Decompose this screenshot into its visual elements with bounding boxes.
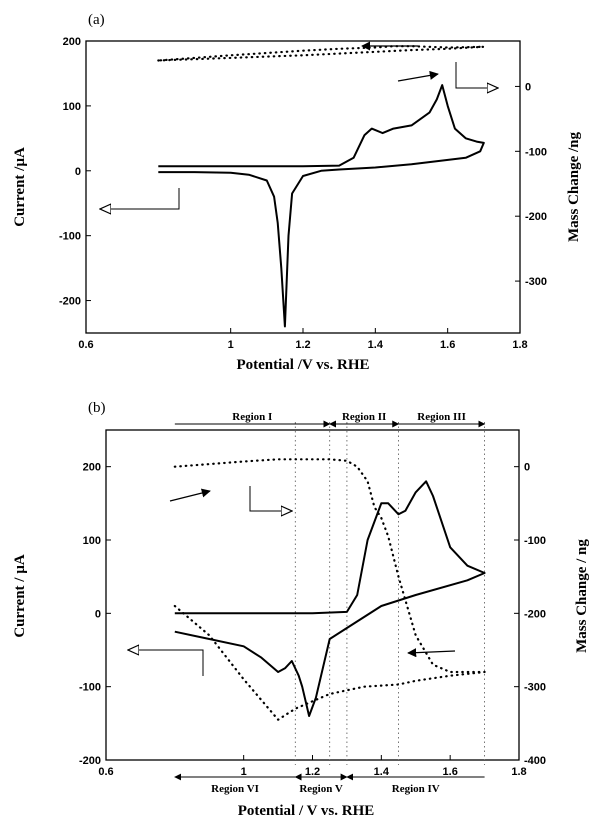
- y2-tick-label: -300: [525, 276, 547, 288]
- panel-b-series: [173, 458, 486, 721]
- x-tick-label: 1.4: [368, 339, 384, 351]
- x-tick-label: 1.4: [374, 766, 390, 778]
- panel-b-y2-ticks: 0 -100 -200 -300 -400: [514, 462, 546, 767]
- y2-tick-label: -400: [524, 755, 546, 767]
- y2-tick-label: 0: [524, 462, 530, 474]
- panel-b-x-axis-label: Potential / V vs. RHE: [238, 803, 375, 819]
- panel-b-x-ticks: 0.6 1 1.2 1.4 1.6 1.8: [98, 755, 527, 778]
- x-tick-label: 1.8: [512, 339, 527, 351]
- x-tick-label: 0.6: [98, 766, 113, 778]
- region-label: Region V: [299, 783, 343, 795]
- x-tick-label: 1.2: [295, 339, 310, 351]
- current-curve: [158, 84, 485, 328]
- mass-change-curve: [173, 458, 486, 721]
- y-tick-label: -100: [79, 682, 101, 694]
- panel-b-plot-frame: [105, 429, 520, 761]
- panel-a-y2-ticks: 0 -100 -200 -300: [515, 81, 547, 288]
- y-tick-label: 0: [95, 608, 101, 620]
- panel-a-y2-axis-label: Mass Change /ng: [566, 131, 582, 242]
- y-tick-label: -100: [59, 231, 81, 243]
- panel-a-y-axis-label: Current /µA: [12, 147, 28, 227]
- y-tick-label: 100: [83, 535, 101, 547]
- x-tick-label: 1.2: [305, 766, 320, 778]
- region-label: Region III: [417, 411, 466, 423]
- y2-tick-label: -200: [524, 608, 546, 620]
- panel-b-y2-axis-label: Mass Change / ng: [574, 539, 590, 653]
- panel-a-x-ticks: 0.6 1 1.2 1.4 1.6 1.8: [78, 328, 528, 351]
- panel-b: (b) 0.6 1 1.2 1.4 1.6 1.8 200 100 0 -100 -200 0 -1…: [12, 400, 590, 819]
- y2-tick-label: -300: [524, 682, 546, 694]
- panel-b-region-dividers: [294, 422, 485, 765]
- panel-b-axis-pointer-left: [128, 650, 204, 676]
- panel-b-label: (b): [88, 400, 106, 416]
- panel-a-sweep-arrow-forward: [397, 70, 439, 82]
- y-tick-label: 200: [63, 36, 81, 48]
- panel-b-region-annotations: Region I Region II Region III Region VI Regi…: [174, 411, 486, 795]
- y2-tick-label: -100: [525, 146, 547, 158]
- x-tick-label: 1.8: [511, 766, 526, 778]
- panel-a-label: (a): [88, 12, 105, 28]
- y-tick-label: 200: [83, 462, 101, 474]
- region-label: Region VI: [211, 783, 259, 795]
- y-tick-label: 100: [63, 101, 81, 113]
- panel-a: (a) 0.6 1 1.2 1.4 1.6 1.8 200 100 0 -100 -200 0 -1…: [12, 12, 582, 373]
- x-tick-label: 0.6: [78, 339, 93, 351]
- y-tick-label: -200: [59, 296, 81, 308]
- panel-a-y-ticks: 200 100 0 -100 -200: [59, 36, 91, 308]
- y-tick-label: 0: [75, 166, 81, 178]
- panel-b-y-ticks: 200 100 0 -100 -200: [79, 462, 111, 767]
- y-tick-label: -200: [79, 755, 101, 767]
- x-tick-label: 1: [241, 766, 247, 778]
- current-curve: [174, 480, 486, 717]
- panel-b-axis-pointer-right: [249, 486, 292, 511]
- panel-a-x-axis-label: Potential /V vs. RHE: [236, 357, 369, 373]
- panel-a-axis-pointer-right: [455, 62, 498, 88]
- mass-change-curve: [157, 45, 485, 62]
- region-label: Region I: [232, 411, 272, 423]
- y2-tick-label: -100: [524, 535, 546, 547]
- panel-a-series: [157, 45, 485, 328]
- region-label: Region IV: [392, 783, 440, 795]
- panel-b-sweep-arrow-forward: [169, 488, 211, 502]
- y2-tick-label: 0: [525, 81, 531, 93]
- panel-b-sweep-arrow-reverse: [407, 648, 456, 658]
- y2-tick-label: -200: [525, 211, 547, 223]
- panel-a-axis-pointer-left: [100, 188, 180, 209]
- x-tick-label: 1.6: [443, 766, 458, 778]
- x-tick-label: 1: [228, 339, 234, 351]
- panel-b-y-axis-label: Current / µA: [12, 554, 28, 638]
- panel-a-plot-frame: [85, 40, 521, 334]
- x-tick-label: 1.6: [440, 339, 455, 351]
- region-label: Region II: [342, 411, 386, 423]
